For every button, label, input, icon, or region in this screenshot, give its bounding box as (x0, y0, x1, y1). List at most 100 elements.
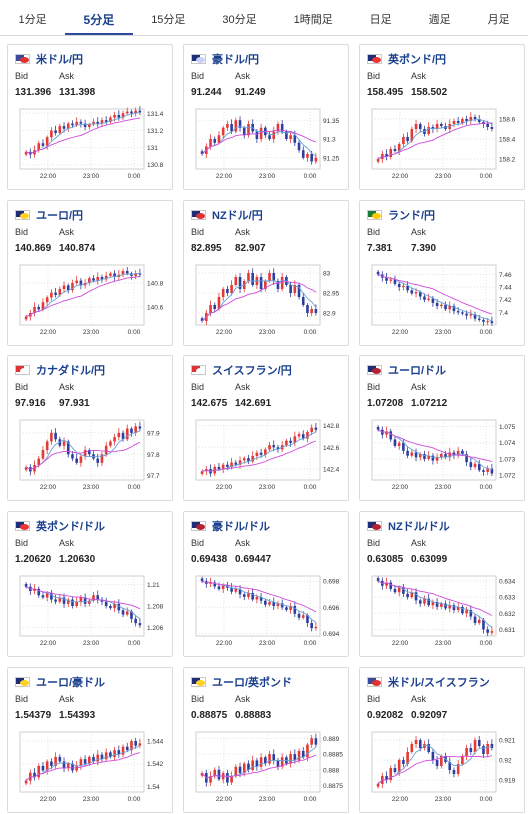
candle-body (456, 311, 460, 313)
pair-link[interactable]: 米ドル/円 (15, 52, 83, 66)
mini-candlestick-chart[interactable]: 158.6 158.4 158.2 22:00 23:00 0:00 (364, 103, 522, 188)
candle-body (477, 318, 481, 320)
candle-body (469, 314, 473, 316)
pair-link[interactable]: 英ポンド/円 (367, 52, 446, 66)
candle-body (376, 784, 380, 787)
candle-body (465, 119, 468, 121)
tab-timeframe-7[interactable]: 月足 (487, 14, 510, 26)
mini-candlestick-chart[interactable]: 83 82.95 82.9 22:00 23:00 0:00 (188, 259, 346, 344)
ask-value: 0.92097 (411, 710, 448, 721)
tab-timeframe-0[interactable]: 1分足 (18, 14, 47, 26)
mini-candlestick-chart[interactable]: 0.889 0.8885 0.888 0.8875 22:00 23:00 0:00 (188, 726, 346, 811)
candle-body (247, 458, 250, 462)
mini-candlestick-chart[interactable]: 0.698 0.696 0.694 22:00 23:00 0:00 (188, 570, 346, 655)
candle-body (234, 766, 238, 777)
tab-timeframe-6[interactable]: 週足 (428, 14, 451, 26)
candle-body (482, 746, 485, 754)
candle-body (473, 314, 477, 319)
candle-body (301, 150, 305, 158)
mini-candlestick-chart[interactable]: 0.921 0.92 0.919 22:00 23:00 0:00 (364, 726, 522, 811)
candle-body (255, 596, 259, 600)
candle-body (96, 754, 100, 762)
candle-body (444, 126, 447, 129)
candle-body (314, 626, 318, 629)
candle-body (397, 587, 401, 593)
y-tick-label: 131.2 (147, 128, 164, 135)
mini-candlestick-chart[interactable]: 1.21 1.208 1.206 22:00 23:00 0:00 (12, 570, 170, 655)
candle-body (452, 605, 456, 611)
y-tick-label: 7.44 (499, 285, 512, 292)
tab-timeframe-3[interactable]: 30分足 (222, 14, 257, 26)
moving-average-short (377, 119, 493, 160)
candle-body (448, 452, 452, 458)
x-tick-label: 0:00 (128, 796, 141, 803)
bid-value: 82.895 (191, 243, 222, 254)
pair-name: ユーロ/円 (36, 210, 84, 222)
mini-candlestick-chart[interactable]: 140.8 140.6 22:00 23:00 0:00 (12, 259, 170, 344)
y-tick-label: 1.075 (499, 424, 516, 431)
rate-card: ユーロ/円 Bid Ask 140.869 140.874 140.8 140.6 22:00… (7, 200, 173, 346)
rate-card: NZドル/円 Bid Ask 82.895 82.907 83 82.95 82.9 22:00… (183, 200, 349, 346)
moving-average-short (377, 274, 493, 322)
candle-body (427, 744, 430, 752)
candle-body (242, 458, 246, 461)
x-tick-label: 0:00 (128, 484, 141, 491)
pair-link[interactable]: スイスフラン/円 (191, 363, 292, 377)
candle-body (469, 117, 473, 121)
tab-timeframe-1[interactable]: 5分足 (65, 0, 133, 35)
candle-body (209, 305, 212, 313)
candle-body (138, 110, 142, 113)
mini-candlestick-chart[interactable]: 0.634 0.633 0.632 0.631 22:00 23:00 0:00 (364, 570, 522, 655)
pair-link[interactable]: ユーロ/英ポンド (191, 675, 292, 689)
candle-body (452, 306, 456, 312)
pair-link[interactable]: ユーロ/ドル (367, 363, 446, 377)
tab-timeframe-5[interactable]: 日足 (369, 14, 392, 26)
mini-candlestick-chart[interactable]: 1.075 1.074 1.073 1.072 22:00 23:00 0:00 (364, 414, 522, 499)
pair-link[interactable]: ランド/円 (367, 208, 435, 222)
mini-candlestick-chart[interactable]: 97.9 97.8 97.7 22:00 23:00 0:00 (12, 414, 170, 499)
pair-link[interactable]: NZドル/ドル (367, 519, 450, 533)
candle-body (289, 285, 292, 293)
candle-body (255, 452, 259, 456)
candle-body (268, 445, 271, 450)
pair-link[interactable]: NZドル/円 (191, 208, 263, 222)
moving-average-short (25, 430, 140, 470)
mini-candlestick-chart[interactable]: 91.35 91.3 91.25 22:00 23:00 0:00 (188, 103, 346, 188)
tab-timeframe-4[interactable]: 1時間足 (293, 14, 333, 26)
candle-body (310, 622, 313, 629)
pair-link[interactable]: 英ポンド/ドル (15, 519, 105, 533)
mini-candlestick-chart[interactable]: 131.4 131.2 131 130.8 22:00 23:00 0:00 (12, 103, 170, 188)
candle-body (259, 452, 263, 455)
candle-body (104, 445, 108, 455)
pair-link[interactable]: 豪ドル/円 (191, 52, 259, 66)
candle-body (54, 432, 57, 440)
pair-link[interactable]: カナダドル/円 (15, 363, 105, 377)
pair-link[interactable]: 豪ドル/ドル (191, 519, 270, 533)
ask-value: 140.874 (59, 243, 96, 254)
candle-body (423, 454, 426, 459)
mini-candlestick-chart[interactable]: 142.8 142.6 142.4 22:00 23:00 0:00 (188, 414, 346, 499)
pair-name: ランド/円 (388, 210, 436, 222)
y-tick-label: 158.4 (499, 137, 516, 144)
candle-body (435, 760, 439, 766)
candle-body (393, 768, 397, 772)
candle-body (37, 307, 41, 310)
candle-body (431, 127, 435, 129)
ask-value: 1.20630 (59, 554, 96, 565)
ask-label: Ask (235, 694, 251, 704)
mini-candlestick-chart[interactable]: 7.46 7.44 7.42 7.4 22:00 23:00 0:00 (364, 259, 522, 344)
candle-body (200, 471, 204, 474)
pair-link[interactable]: ユーロ/円 (15, 208, 83, 222)
candle-body (54, 599, 57, 602)
pair-link[interactable]: ユーロ/豪ドル (15, 675, 105, 689)
candle-body (402, 587, 405, 594)
candle-body (62, 761, 66, 769)
ask-value: 91.249 (235, 87, 266, 98)
candle-body (301, 750, 305, 758)
candle-body (66, 123, 70, 129)
tab-timeframe-2[interactable]: 15分足 (151, 14, 186, 26)
pair-link[interactable]: 米ドル/スイスフラン (367, 675, 490, 689)
candle-body (92, 756, 95, 762)
mini-candlestick-chart[interactable]: 1.544 1.542 1.54 22:00 23:00 0:00 (12, 726, 170, 811)
candle-body (490, 744, 494, 748)
